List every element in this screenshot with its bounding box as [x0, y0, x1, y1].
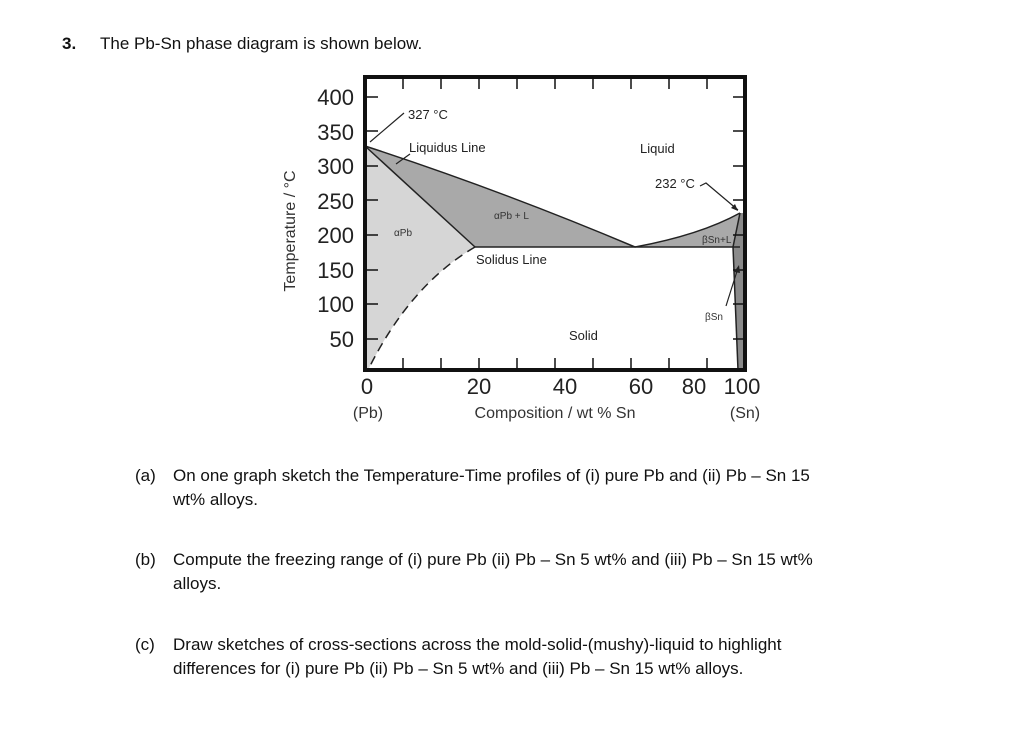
- sn-melting-label: 232 °C: [655, 176, 695, 191]
- alpha-region: [365, 146, 475, 370]
- part-text-line: On one graph sketch the Temperature-Time…: [173, 466, 810, 485]
- x-axis-ticks: [402, 358, 708, 370]
- solvus-right: [732, 246, 739, 371]
- liquidus-pointer: [395, 153, 411, 165]
- beta-label: βSn: [705, 312, 723, 323]
- question-intro: The Pb-Sn phase diagram is shown below.: [100, 34, 423, 53]
- x-axis-title: Composition / wt % Sn: [475, 405, 636, 422]
- part-label: (b): [135, 550, 156, 569]
- liquid-label: Liquid: [640, 141, 675, 156]
- y-tick-label: 100: [317, 292, 354, 317]
- x-tick-label: 60: [629, 374, 653, 399]
- alpha-liquid-region: [365, 146, 635, 247]
- beta-liquid-label: βSn+L: [702, 235, 732, 246]
- solidus-left: [364, 145, 476, 248]
- x-tick-label: 100: [724, 374, 761, 399]
- y-tick-label: 400: [317, 85, 354, 110]
- beta-liquid-region: [635, 213, 740, 247]
- solidus-label: Solidus Line: [476, 252, 547, 267]
- part-label: (c): [135, 635, 155, 654]
- part-text-line: Draw sketches of cross-sections across t…: [173, 635, 782, 654]
- y-tick-label: 50: [330, 327, 354, 352]
- part-label: (a): [135, 466, 156, 485]
- question-number: 3.: [62, 34, 77, 53]
- sn-melt-pointer: [699, 182, 739, 211]
- beta-arrowhead: [734, 265, 740, 273]
- y-tick-label: 200: [317, 223, 354, 248]
- top-axis-ticks: [402, 77, 708, 89]
- part-text-line: alloys.: [173, 574, 222, 593]
- x-tick-label: 80: [682, 374, 706, 399]
- phase-diagram: 400 350 300 250 200 150 100 50 Temperatu…: [282, 75, 761, 422]
- beta-pointer: [725, 267, 739, 307]
- x-tick-label: 0: [361, 374, 373, 399]
- y-tick-label: 300: [317, 154, 354, 179]
- x-end-right-label: (Sn): [730, 405, 760, 422]
- liquidus-label: Liquidus Line: [409, 140, 486, 155]
- y-axis-title: Temperature / °C: [282, 170, 299, 291]
- solid-label: Solid: [569, 328, 598, 343]
- x-tick-label: 20: [467, 374, 491, 399]
- solidus-right: [732, 212, 741, 248]
- part-text-line: Compute the freezing range of (i) pure P…: [173, 550, 813, 569]
- solvus-left: [367, 246, 476, 371]
- part-text-line: wt% alloys.: [173, 490, 259, 509]
- liquidus-left: [364, 145, 636, 248]
- y-tick-label: 150: [317, 258, 354, 283]
- pb-melt-pointer: [369, 112, 405, 143]
- x-end-left-label: (Pb): [353, 405, 383, 422]
- x-tick-label: 40: [553, 374, 577, 399]
- alpha-label: αPb: [394, 228, 412, 239]
- liquidus-right: [634, 212, 741, 248]
- y-axis-ticks: [365, 96, 378, 340]
- sn-melt-arrowhead: [731, 204, 738, 211]
- beta-region: [733, 213, 745, 370]
- y-tick-label: 350: [317, 120, 354, 145]
- y-tick-label: 250: [317, 189, 354, 214]
- part-text-line: differences for (i) pure Pb (ii) Pb – Sn…: [173, 659, 744, 678]
- alpha-liquid-label: αPb + L: [494, 211, 529, 222]
- pb-melting-label: 327 °C: [408, 107, 448, 122]
